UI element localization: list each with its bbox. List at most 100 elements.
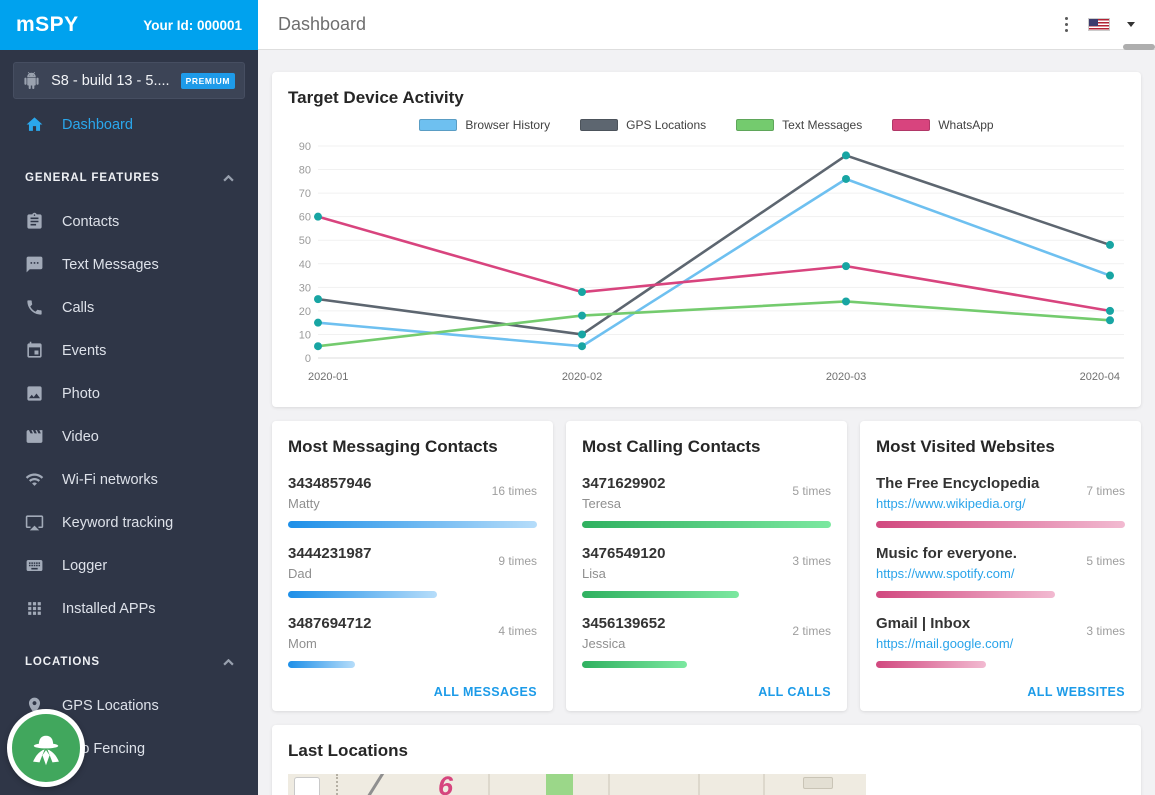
page-title: Dashboard	[278, 14, 367, 34]
messages-icon	[25, 255, 44, 274]
svg-text:90: 90	[299, 141, 311, 153]
usage-bar	[876, 591, 1056, 598]
link-all-calls[interactable]: ALL CALLS	[758, 685, 831, 699]
sidebar-item-gps-locations[interactable]: GPS Locations	[0, 684, 258, 727]
video-icon	[25, 427, 44, 446]
sidebar-item-keyword-tracking[interactable]: Keyword tracking	[0, 501, 258, 544]
list-item: 3434857946 Matty 16 times	[288, 475, 537, 528]
item-primary: 3456139652	[582, 615, 666, 632]
svg-text:2020-04: 2020-04	[1080, 371, 1120, 383]
item-count: 5 times	[1086, 554, 1125, 568]
sidebar-item-logger[interactable]: Logger	[0, 544, 258, 587]
item-name: Matty	[288, 496, 320, 511]
brand-bar: mSPY Your Id: 000001	[0, 0, 258, 50]
item-primary: 3444231987	[288, 545, 372, 562]
sidebar-item-installed-apps[interactable]: Installed APPs	[0, 587, 258, 630]
kebab-menu-icon[interactable]	[1062, 14, 1072, 36]
sidebar-item-photo[interactable]: Photo	[0, 372, 258, 415]
item-url[interactable]: https://www.wikipedia.org/	[876, 496, 1026, 511]
usage-bar	[582, 521, 831, 528]
item-primary: Gmail | Inbox	[876, 615, 971, 632]
item-primary: 3476549120	[582, 545, 666, 562]
usage-bar	[582, 591, 739, 598]
item-name: Lisa	[582, 566, 606, 581]
item-name: Mom	[288, 636, 317, 651]
device-name: S8 - build 13 - 5....	[51, 72, 170, 89]
sidebar-item-label: Installed APPs	[62, 600, 156, 617]
section-header-general-features[interactable]: GENERAL FEATURES	[0, 156, 258, 200]
usage-bar	[876, 521, 1125, 528]
sidebar-item-events[interactable]: Events	[0, 329, 258, 372]
device-selector[interactable]: S8 - build 13 - 5.... PREMIUM	[13, 62, 245, 99]
svg-text:20: 20	[299, 306, 311, 318]
item-url[interactable]: https://www.spotify.com/	[876, 566, 1015, 581]
chart-legend: Browser History GPS Locations Text Messa…	[288, 118, 1125, 132]
item-count: 3 times	[792, 554, 831, 568]
sidebar-item-label: Contacts	[62, 213, 120, 230]
sidebar-item-label: Text Messages	[62, 256, 159, 273]
section-title: LOCATIONS	[25, 656, 100, 668]
sidebar-item-video[interactable]: Video	[0, 415, 258, 458]
legend-item-whatsapp[interactable]: WhatsApp	[892, 118, 994, 132]
sidebar-item-label: Dashboard	[62, 116, 133, 133]
chevron-down-icon[interactable]	[1127, 22, 1135, 27]
svg-text:2020-03: 2020-03	[826, 371, 866, 383]
legend-item-text-messages[interactable]: Text Messages	[736, 118, 862, 132]
sidebar-item-label: Events	[62, 342, 107, 359]
legend-item-gps-locations[interactable]: GPS Locations	[580, 118, 706, 132]
sidebar-item-label: Video	[62, 428, 99, 445]
spy-mascot-icon	[33, 735, 59, 766]
apps-icon	[25, 599, 44, 618]
item-name: Jessica	[582, 636, 626, 651]
last-locations-card: Last Locations 6	[272, 725, 1141, 795]
sidebar-item-calls[interactable]: Calls	[0, 286, 258, 329]
svg-text:70: 70	[299, 188, 311, 200]
map-control[interactable]	[294, 777, 320, 795]
us-flag-icon[interactable]	[1088, 18, 1110, 31]
list-item: 3471629902 Teresa 5 times	[582, 475, 831, 528]
map-preview[interactable]: 6	[288, 774, 866, 795]
item-url[interactable]: https://mail.google.com/	[876, 636, 1014, 651]
card-title: Most Messaging Contacts	[288, 437, 498, 456]
svg-text:80: 80	[299, 165, 311, 177]
section-title: GENERAL FEATURES	[25, 172, 160, 184]
item-primary: Music for everyone.	[876, 545, 1017, 562]
activity-chart: 0 10 20 30 40 50 60 70 80 90 2020-01 2020-02 2020-03…	[288, 136, 1125, 395]
user-id-label: Your Id: 000001	[143, 17, 242, 33]
item-count: 16 times	[491, 484, 537, 498]
item-primary: 3471629902	[582, 475, 666, 492]
legend-item-browser-history[interactable]: Browser History	[419, 118, 550, 132]
svg-text:2020-01: 2020-01	[308, 371, 348, 383]
sidebar-item-contacts[interactable]: Contacts	[0, 200, 258, 243]
scrollbar-thumb[interactable]	[1123, 44, 1155, 50]
legend-swatch	[736, 119, 775, 131]
mspy-logo: mSPY	[16, 13, 79, 36]
sidebar-item-wi-fi-networks[interactable]: Wi-Fi networks	[0, 458, 258, 501]
link-all-messages[interactable]: ALL MESSAGES	[433, 685, 537, 699]
logger-icon	[25, 556, 44, 575]
svg-text:2020-02: 2020-02	[562, 371, 602, 383]
sidebar-item-label: Logger	[62, 557, 108, 574]
card-most-messaging-contacts: Most Messaging Contacts 3434857946 Matty…	[272, 421, 553, 711]
list-item: 3487694712 Mom 4 times	[288, 615, 537, 668]
main-area: Dashboard Target Device Activity Browser…	[258, 0, 1155, 795]
top-header: Dashboard	[258, 0, 1155, 50]
item-primary: 3434857946	[288, 475, 372, 492]
legend-label: GPS Locations	[626, 118, 707, 132]
item-count: 2 times	[792, 624, 831, 638]
list-item: 3444231987 Dad 9 times	[288, 545, 537, 598]
map-park-area	[546, 774, 573, 795]
card-most-visited-websites: Most Visited Websites The Free Encyclope…	[860, 421, 1141, 711]
item-count: 3 times	[1086, 624, 1125, 638]
photo-icon	[25, 384, 44, 403]
link-all-websites[interactable]: ALL WEBSITES	[1027, 685, 1125, 699]
card-title: Most Calling Contacts	[582, 437, 761, 456]
sidebar-item-text-messages[interactable]: Text Messages	[0, 243, 258, 286]
chat-bubble[interactable]	[7, 709, 85, 787]
sidebar: mSPY Your Id: 000001 S8 - build 13 - 5..…	[0, 0, 258, 795]
route-badge: 6	[438, 774, 454, 795]
sidebar-item-label: Keyword tracking	[62, 514, 174, 531]
events-icon	[25, 341, 44, 360]
section-header-locations[interactable]: LOCATIONS	[0, 640, 258, 684]
sidebar-item-dashboard[interactable]: Dashboard	[0, 103, 258, 146]
